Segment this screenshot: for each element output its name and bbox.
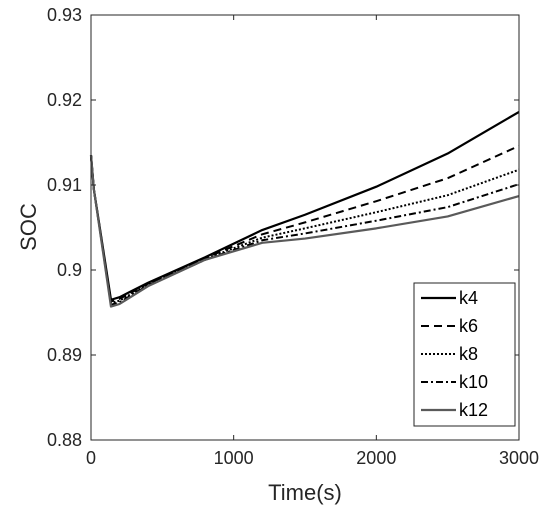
y-tick-label: 0.88 bbox=[47, 430, 82, 450]
series-line-k12 bbox=[89, 155, 520, 308]
legend-label-k8: k8 bbox=[459, 344, 478, 364]
legend-label-k10: k10 bbox=[459, 372, 488, 392]
y-tick-label: 0.9 bbox=[57, 260, 82, 280]
plot-frame bbox=[90, 14, 520, 441]
y-tick-label: 0.89 bbox=[47, 345, 82, 365]
y-tick-label: 0.92 bbox=[47, 90, 82, 110]
y-axis: 0.88 0.89 0.9 0.91 0.92 0.93 bbox=[47, 5, 519, 450]
y-tick-label: 0.93 bbox=[47, 5, 82, 25]
legend-label-k6: k6 bbox=[459, 316, 478, 336]
x-axis: 0 1000 2000 3000 bbox=[86, 15, 539, 468]
legend: k4 k6 k8 k10 k12 bbox=[413, 282, 516, 427]
x-tick-label: 3000 bbox=[499, 448, 539, 468]
x-axis-label: Time(s) bbox=[268, 480, 342, 505]
y-tick-label: 0.91 bbox=[47, 175, 82, 195]
series-layer bbox=[89, 110, 520, 308]
legend-box bbox=[413, 282, 516, 427]
x-tick-label: 0 bbox=[86, 448, 96, 468]
y-axis-label: SOC bbox=[16, 203, 41, 251]
x-tick-label: 1000 bbox=[214, 448, 254, 468]
x-tick-label: 2000 bbox=[356, 448, 396, 468]
legend-label-k12: k12 bbox=[459, 400, 488, 420]
legend-label-k4: k4 bbox=[459, 288, 478, 308]
